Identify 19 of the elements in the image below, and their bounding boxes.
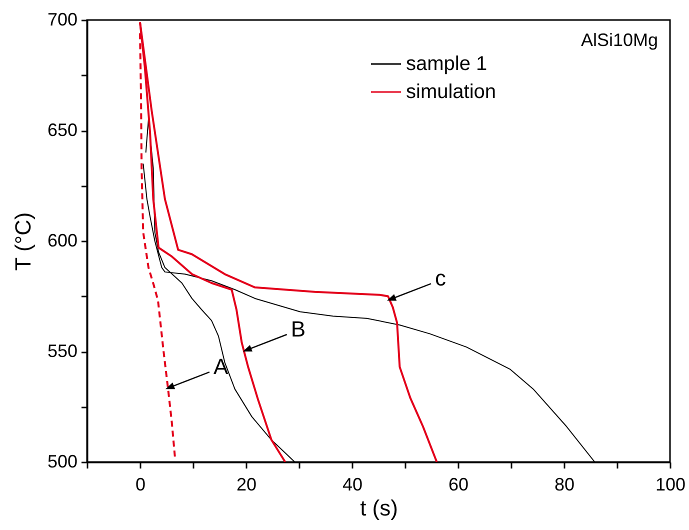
y-tick-label: 700 — [47, 10, 78, 30]
y-tick-label: 600 — [47, 230, 78, 250]
x-tick-label: 0 — [135, 474, 146, 494]
y-tick-label: 650 — [47, 120, 78, 140]
legend-label: sample 1 — [406, 53, 488, 75]
annotation: c — [434, 266, 446, 291]
x-tick-label: 20 — [236, 474, 257, 494]
y-tick-label: 500 — [47, 452, 78, 472]
annotation: B — [290, 316, 306, 342]
legend-label: simulation — [406, 81, 496, 103]
y-tick-label: 550 — [47, 341, 78, 361]
x-axis-title: t (s) — [360, 496, 398, 520]
x-tick-label: 60 — [448, 474, 469, 494]
annotation: A — [213, 354, 228, 380]
x-tick-label: 100 — [655, 474, 686, 494]
x-tick-label: 80 — [554, 474, 575, 494]
y-axis-title: T (°C) — [10, 212, 36, 271]
annotation: AlSi10Mg — [580, 30, 658, 50]
x-tick-label: 40 — [342, 474, 363, 494]
